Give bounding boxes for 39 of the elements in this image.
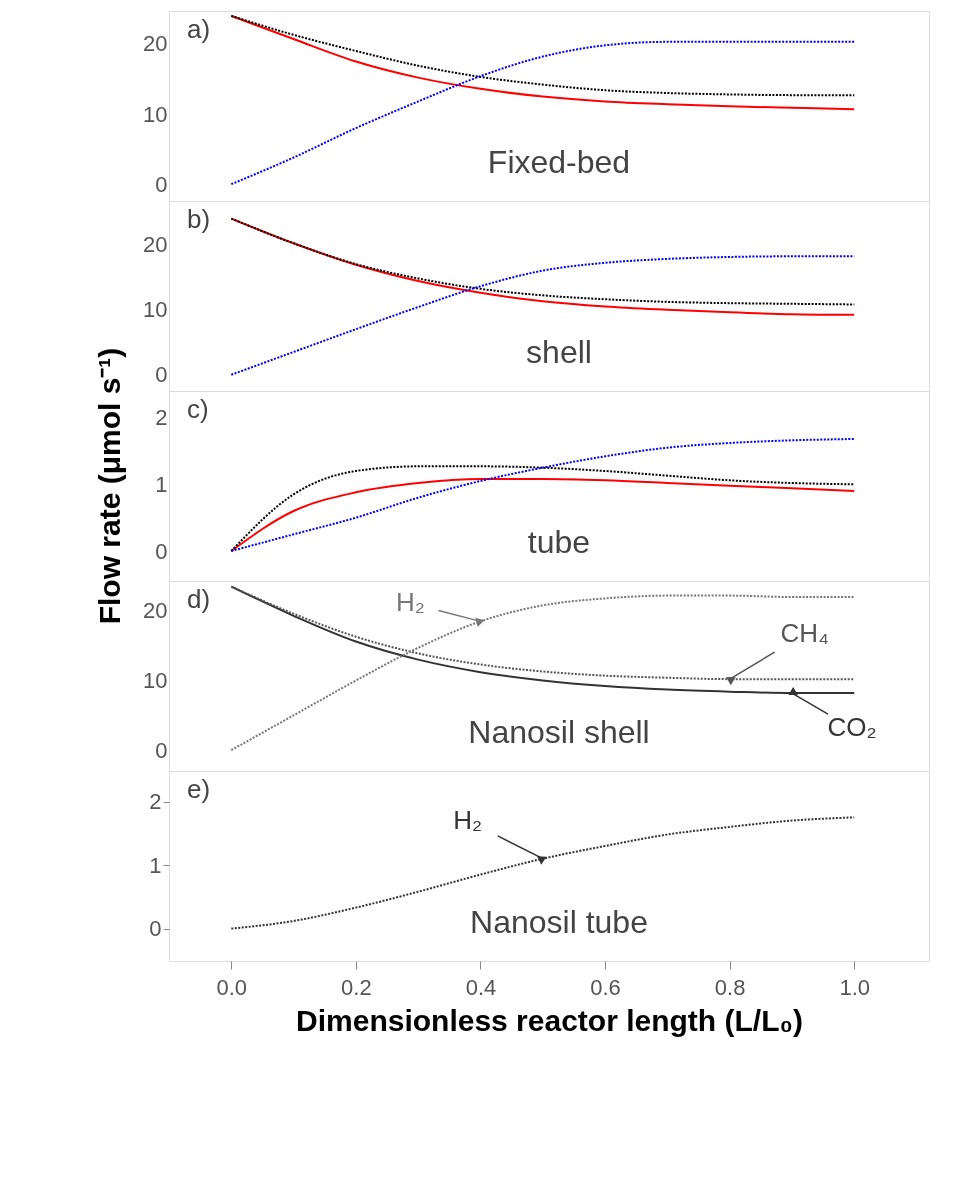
x-tick-label: 0.8 bbox=[714, 974, 746, 1000]
y-tick-label: 1 bbox=[155, 471, 168, 497]
x-tick-label: 0.0 bbox=[216, 974, 248, 1000]
text: Nanosil tube bbox=[470, 904, 648, 940]
chart-title: e) bbox=[187, 774, 211, 804]
line-series bbox=[230, 40, 856, 186]
y-tick-label: 0 bbox=[155, 171, 168, 197]
y-tick-label: 10 bbox=[143, 297, 168, 323]
x-axis-title: Dimensionless reactor length (L/L₀) bbox=[296, 1003, 803, 1037]
text: shell bbox=[526, 334, 592, 370]
y-tick-label: 1 bbox=[149, 852, 162, 878]
y-axis-title: Flow rate (μmol s⁻¹) bbox=[93, 347, 126, 625]
text: tube bbox=[527, 524, 591, 560]
line-series bbox=[230, 438, 856, 552]
y-tick-label: 2 bbox=[155, 405, 168, 431]
chart-title: a) bbox=[187, 14, 211, 44]
y-tick-label: 0 bbox=[149, 916, 162, 942]
y-tick-label: 10 bbox=[143, 668, 168, 694]
x-tick-label: 0.2 bbox=[341, 974, 372, 1000]
y-tick-label: 10 bbox=[143, 101, 168, 127]
y-tick-label: 20 bbox=[143, 598, 168, 624]
chart-title: b) bbox=[187, 204, 211, 234]
legend-label: H₂ bbox=[396, 587, 425, 618]
series-label: CH₄ bbox=[780, 618, 829, 649]
chart-title: d) bbox=[187, 584, 211, 614]
x-tick-label: 0.6 bbox=[590, 974, 621, 1000]
text: Fixed-bed bbox=[487, 144, 631, 180]
y-tick-label: 2 bbox=[149, 789, 162, 814]
series-label: CO₂ bbox=[827, 712, 877, 743]
series-label: H₂ bbox=[453, 804, 483, 835]
y-tick-label: 20 bbox=[143, 31, 168, 57]
x-tick-label: 1.0 bbox=[839, 974, 871, 1000]
y-tick-label: 20 bbox=[143, 232, 168, 258]
text: Nanosil shell bbox=[468, 714, 650, 750]
y-tick-label: 0 bbox=[155, 737, 168, 763]
x-tick-label: 0.4 bbox=[465, 974, 497, 1000]
y-tick-label: 0 bbox=[155, 538, 168, 564]
y-tick-label: 0 bbox=[155, 362, 168, 388]
chart-title: c) bbox=[187, 394, 209, 424]
